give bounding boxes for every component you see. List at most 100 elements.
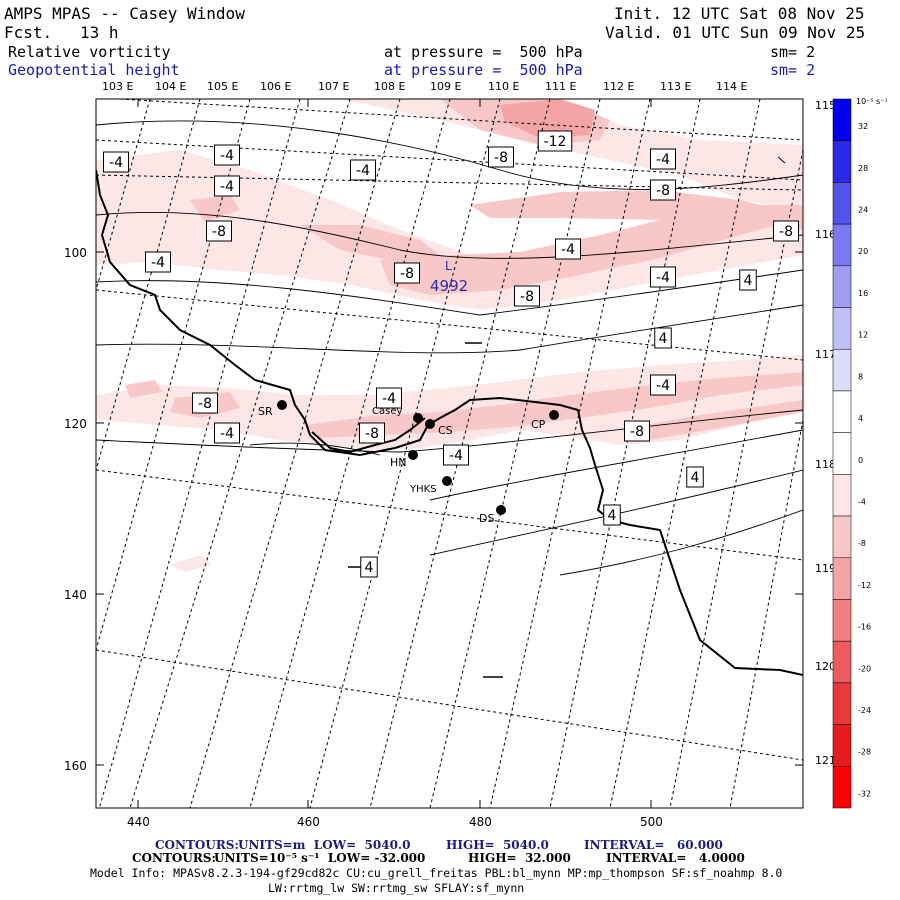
colorbar-swatch bbox=[832, 307, 852, 350]
colorbar-swatch bbox=[832, 474, 852, 517]
colorbar-tick-label: 12 bbox=[858, 331, 868, 340]
contour-label: -8 bbox=[779, 224, 793, 240]
contour-label-box bbox=[376, 387, 402, 409]
contour-label-box bbox=[214, 144, 240, 166]
station-marker bbox=[408, 450, 418, 460]
footer-contours-label: CONTOURS: bbox=[155, 838, 239, 852]
colorbar-tick-label: -16 bbox=[858, 623, 871, 632]
left-axis-label: 160 bbox=[64, 759, 87, 773]
colorbar-tick-label: -8 bbox=[858, 539, 866, 548]
colorbar-tick-label: -12 bbox=[858, 581, 871, 590]
contour-label-box bbox=[360, 556, 378, 578]
lon-label: 106 E bbox=[260, 80, 291, 93]
colorbar-tick-label: -28 bbox=[858, 748, 871, 757]
footer-vort-interval: INTERVAL= 4.0000 bbox=[606, 851, 745, 865]
model-info-2: LW:rrtmg_lw SW:rrtmg_sw SFLAY:sf_mynn bbox=[268, 881, 525, 895]
stations: SR Casey CS HN YHKS CP DS bbox=[258, 400, 559, 525]
contour-label-box bbox=[650, 374, 676, 396]
colorbar-tick-label: 20 bbox=[858, 247, 868, 256]
contour-label-box bbox=[103, 151, 129, 173]
station-label: HN bbox=[390, 456, 407, 469]
contour-label-box bbox=[773, 220, 799, 242]
colorbar-swatch bbox=[832, 182, 852, 225]
colorbar-tick-label: -32 bbox=[858, 789, 871, 798]
contour-label: 4 bbox=[691, 470, 700, 486]
footer-height-interval: INTERVAL= 60.000 bbox=[584, 838, 723, 852]
contour-label-box bbox=[654, 327, 672, 349]
lon-label: 105 E bbox=[207, 80, 238, 93]
low-center-marker: L bbox=[445, 259, 452, 273]
height-value-label: 4992 bbox=[430, 277, 468, 295]
contour-label-box bbox=[214, 175, 240, 197]
station-label: SR bbox=[258, 405, 273, 418]
colorbar-swatch bbox=[832, 682, 852, 725]
shaded-vorticity bbox=[96, 99, 803, 572]
station-label: CS bbox=[438, 424, 453, 437]
contour-label: -8 bbox=[494, 150, 508, 166]
colorbar-tick-label: 4 bbox=[858, 414, 863, 423]
lon-label: 108 E bbox=[374, 80, 405, 93]
field1-smoothing: sm= 2 bbox=[770, 43, 816, 61]
contour-labels: -4 -4-4-4-8-12-8 -4-8-8-4-4-8-8-4 44-4-8 -4-… bbox=[103, 130, 799, 578]
contour-label: -4 bbox=[449, 448, 463, 464]
contour-label: -4 bbox=[656, 378, 670, 394]
bottom-axis-label: 440 bbox=[127, 815, 150, 829]
lon-label: 110 E bbox=[488, 80, 519, 93]
station-marker bbox=[496, 505, 506, 515]
lon-label: 109 E bbox=[430, 80, 461, 93]
bottom-axis-label: 500 bbox=[640, 815, 663, 829]
footer-contours-label-2: CONTOURS: bbox=[132, 851, 216, 865]
left-axis-label: 140 bbox=[64, 588, 87, 602]
colorbar-tick-label: 32 bbox=[858, 122, 868, 131]
contour-label-box bbox=[603, 504, 621, 526]
colorbar-swatch bbox=[832, 348, 852, 392]
contour-label-box bbox=[350, 159, 376, 181]
contour-label: -8 bbox=[212, 224, 226, 240]
contour-label-box bbox=[739, 269, 757, 291]
colorbar-swatch bbox=[832, 515, 852, 559]
footer-vort-units: UNITS=10⁻⁵ s⁻¹ LOW= -32.000 bbox=[214, 851, 426, 865]
contour-label: -4 bbox=[382, 391, 396, 407]
colorbar-tick-label: -4 bbox=[858, 497, 866, 506]
colorbar-unit: 10⁻⁵ s⁻¹ bbox=[856, 97, 888, 106]
contour-label: -4 bbox=[109, 155, 123, 171]
colorbar-swatch bbox=[832, 390, 852, 433]
field1-name: Relative vorticity bbox=[8, 43, 171, 61]
lon-label: 104 E bbox=[155, 80, 186, 93]
footer-height-units: UNITS=m LOW= 5040.0 bbox=[238, 838, 411, 852]
contour-label: -4 bbox=[561, 242, 575, 258]
lon-label: 103 E bbox=[102, 80, 133, 93]
colorbar: 32 28 24 20 16 12 8 4 0 -4 -8 -12 -16 -20 -24 -28 -32 bbox=[832, 98, 871, 809]
contour-label-box bbox=[686, 466, 704, 488]
colorbar-swatch bbox=[832, 265, 852, 308]
colorbar-tick-label: 16 bbox=[858, 289, 868, 298]
contour-label: -8 bbox=[656, 183, 670, 199]
height-contours bbox=[96, 120, 803, 576]
lon-label: 112 E bbox=[603, 80, 634, 93]
contour-label-box bbox=[650, 148, 676, 170]
field1-pressure: at pressure = 500 hPa bbox=[384, 43, 583, 61]
contour-label-box bbox=[650, 179, 676, 201]
contour-label-box bbox=[514, 285, 540, 307]
plot-title: AMPS MPAS -- Casey Window bbox=[4, 4, 245, 23]
contour-label-box bbox=[394, 262, 420, 284]
contour-label-box bbox=[206, 220, 232, 242]
field2-pressure: at pressure = 500 hPa bbox=[384, 61, 583, 79]
contour-label: -4 bbox=[151, 255, 165, 271]
contour-label-box bbox=[650, 266, 676, 288]
contour-label: -4 bbox=[656, 152, 670, 168]
contour-label: -4 bbox=[656, 270, 670, 286]
init-time: Init. 12 UTC Sat 08 Nov 25 bbox=[614, 4, 865, 23]
left-axis-label: 100 bbox=[64, 246, 87, 260]
contour-label: -4 bbox=[356, 163, 370, 179]
contour-label-box bbox=[555, 238, 581, 260]
contour-label: 4 bbox=[365, 560, 374, 576]
colorbar-swatch bbox=[832, 599, 852, 642]
top-longitude-labels: 103 E 104 E 105 E 106 E 107 E 108 E 109 … bbox=[102, 80, 747, 93]
colorbar-swatch bbox=[832, 223, 852, 267]
station-marker bbox=[549, 410, 559, 420]
contour-label: -8 bbox=[400, 266, 414, 282]
colorbar-tick-label: -20 bbox=[858, 664, 871, 673]
lon-label: 107 E bbox=[318, 80, 349, 93]
